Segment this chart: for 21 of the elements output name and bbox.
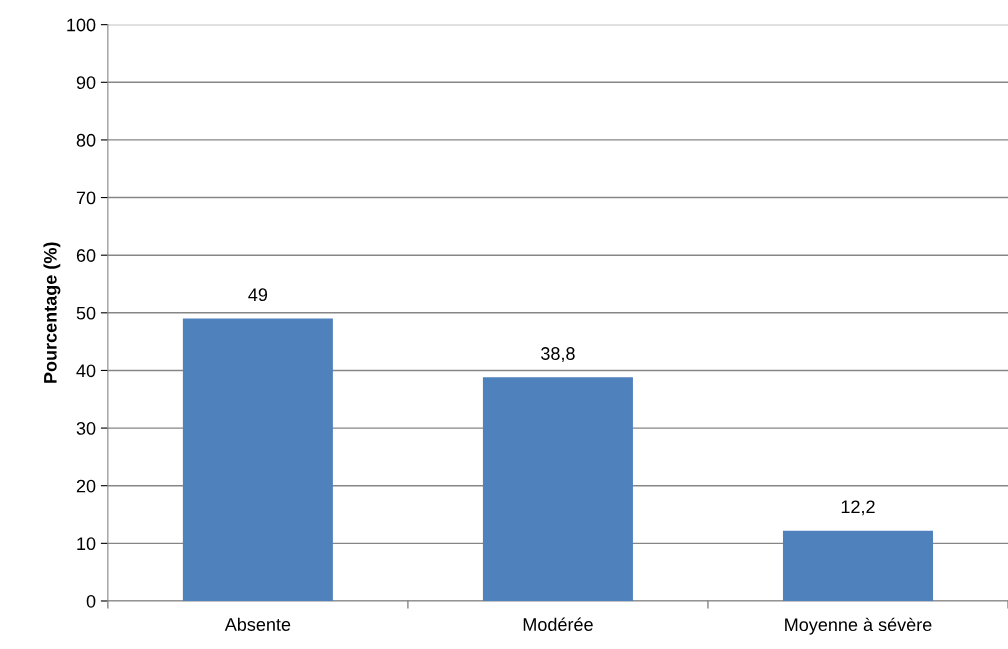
- y-tick-label: 40: [76, 364, 96, 378]
- y-tick-label: 20: [76, 479, 96, 493]
- bar: [782, 530, 933, 601]
- y-tick-label: 60: [76, 249, 96, 262]
- bar: [482, 377, 633, 601]
- x-tick-label: Absente: [224, 617, 291, 631]
- y-tick-label: 30: [76, 422, 96, 435]
- y-tick-label: 80: [76, 133, 96, 147]
- y-axis-title: Pourcentage (%): [43, 242, 61, 383]
- x-tick-label: Moyenne à sévère: [785, 617, 932, 635]
- y-tick-label: 0: [86, 594, 96, 608]
- y-tick-label: 70: [76, 191, 96, 205]
- y-tick-label: 100: [67, 18, 96, 32]
- data-label: 38,8: [541, 347, 575, 363]
- data-label: 12,2: [841, 500, 875, 516]
- bar: [182, 318, 333, 601]
- data-label: 49: [248, 288, 268, 302]
- y-tick-label: 50: [76, 306, 96, 320]
- y-tick-label: 10: [77, 537, 96, 551]
- y-tick-label: 90: [76, 76, 96, 90]
- x-tick-label: Modérée: [523, 617, 593, 631]
